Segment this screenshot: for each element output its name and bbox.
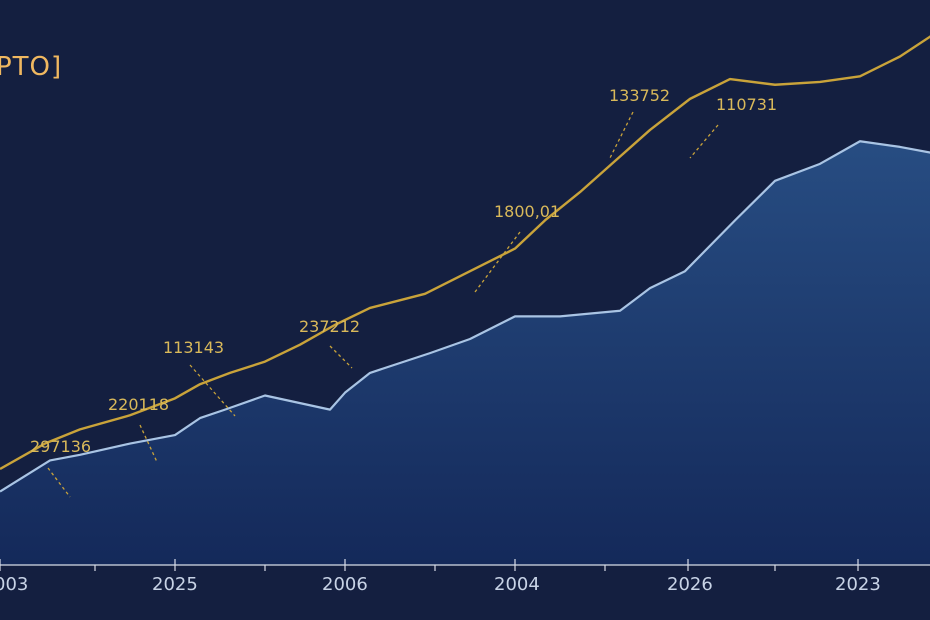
- annotation-leader-4: [474, 231, 521, 293]
- annotation-label-5: 133752: [609, 86, 670, 105]
- annotation-label-3: 237212: [299, 317, 360, 336]
- annotation-label-2: 113143: [163, 338, 224, 357]
- annotation-label-0: 297136: [30, 437, 91, 456]
- x-tick-label-5: 2023: [835, 574, 881, 595]
- annotation-leader-5: [609, 111, 634, 159]
- x-tick-label-2: 2006: [322, 574, 368, 595]
- area-series-fill: [0, 141, 930, 565]
- annotation-label-1: 220118: [108, 395, 169, 414]
- gold-series-line: [0, 35, 930, 470]
- x-tick-label-1: 2025: [152, 574, 198, 595]
- annotation-leader-3: [329, 345, 353, 369]
- area-series-line: [0, 140, 930, 493]
- annotation-leader-6: [689, 124, 719, 159]
- x-tick-label-0: 003: [0, 574, 28, 595]
- x-tick-label-4: 2026: [667, 574, 713, 595]
- chart-title: PTO]: [0, 52, 63, 82]
- x-tick-label-3: 2004: [494, 574, 540, 595]
- annotation-leader-0: [47, 467, 71, 498]
- annotation-leader-2: [189, 364, 236, 417]
- annotation-label-6: 110731: [716, 95, 777, 114]
- annotation-leader-1: [139, 424, 158, 463]
- annotation-label-4: 1800,01: [494, 202, 560, 221]
